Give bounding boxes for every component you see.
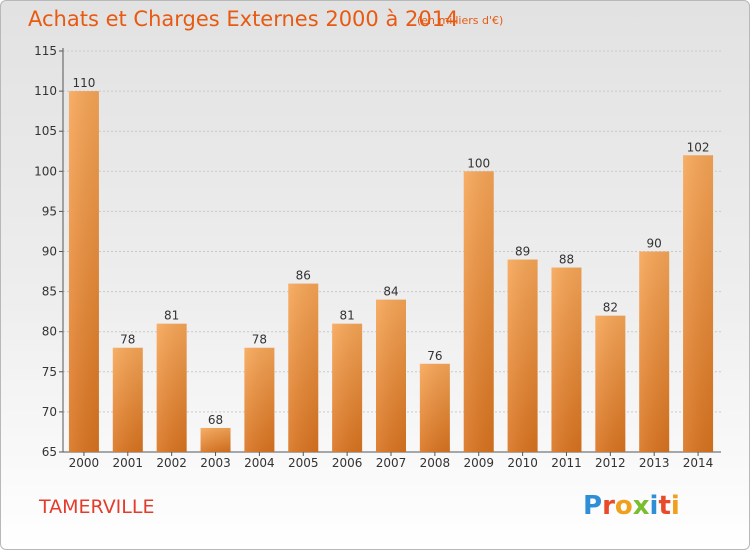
bar-shade [683, 155, 714, 452]
bar-shade [156, 323, 187, 452]
data-label: 76 [427, 349, 442, 363]
bars [68, 91, 714, 453]
bar-shade [200, 427, 231, 452]
bar-shade [288, 283, 319, 452]
x-tick-label: 2008 [420, 456, 451, 470]
x-tick-label: 2012 [595, 456, 626, 470]
data-label: 78 [252, 333, 267, 347]
x-tick-label: 2014 [683, 456, 714, 470]
proxiti-logo[interactable]: Proxiti [583, 491, 680, 521]
x-tick-label: 2005 [288, 456, 319, 470]
data-label: 81 [164, 309, 179, 323]
bar-shade [112, 347, 143, 452]
data-label: 88 [559, 253, 574, 267]
bar-shade [68, 91, 99, 452]
chart-title: Achats et Charges Externes 2000 à 2014 [28, 7, 459, 31]
data-label: 102 [687, 140, 710, 154]
x-tick-label: 2006 [332, 456, 363, 470]
y-tick-label: 75 [42, 365, 57, 379]
y-tick-label: 70 [42, 405, 57, 419]
y-tick-label: 115 [34, 44, 57, 58]
x-tick-label: 2013 [639, 456, 670, 470]
data-label: 89 [515, 245, 530, 259]
tick-labels: 65 70 75 80 85 90 95 100 105 110 115 2000 2001 2002 20… [34, 44, 713, 470]
data-label: 81 [339, 309, 354, 323]
bar-shade [639, 251, 670, 452]
y-tick-label: 85 [42, 285, 57, 299]
bar-shade [507, 259, 538, 452]
data-label: 78 [120, 333, 135, 347]
y-tick-label: 80 [42, 325, 57, 339]
x-tick-label: 2009 [463, 456, 494, 470]
data-label: 110 [72, 76, 95, 90]
chart-subtitle: (en milliers d'€) [417, 14, 504, 27]
logo-letter: r [602, 491, 615, 521]
logo-letter: o [614, 491, 633, 521]
y-tick-label: 65 [42, 445, 57, 459]
data-label: 82 [603, 301, 618, 315]
data-label: 100 [467, 156, 490, 170]
x-tick-label: 2011 [551, 456, 582, 470]
x-tick-label: 2010 [507, 456, 538, 470]
y-tick-label: 95 [42, 204, 57, 218]
data-labels: 110 78 81 68 78 86 81 84 76 100 89 88 82 90 102 [72, 76, 709, 427]
bar-shade [463, 171, 494, 453]
bar-shade [376, 299, 406, 452]
logo-letter: i [670, 491, 680, 521]
bar-shade [244, 347, 275, 452]
x-tick-label: 2004 [244, 456, 275, 470]
x-tick-label: 2002 [156, 456, 187, 470]
commune-name: TAMERVILLE [39, 496, 155, 518]
logo-letter: i [649, 491, 659, 521]
y-tick-label: 105 [34, 124, 57, 138]
bar-shade [595, 315, 626, 452]
y-tick-label: 100 [34, 164, 57, 178]
y-tick-label: 110 [34, 84, 57, 98]
bar-shade [332, 323, 363, 452]
logo-letter: P [583, 491, 603, 521]
bar-shade [551, 267, 582, 452]
x-tick-label: 2007 [376, 456, 407, 470]
logo-letter: t [658, 491, 671, 521]
y-tick-label: 90 [42, 245, 57, 259]
data-label: 90 [647, 237, 662, 251]
x-tick-label: 2000 [69, 456, 100, 470]
logo-letter: x [632, 491, 650, 521]
x-tick-label: 2001 [113, 456, 144, 470]
data-label: 84 [383, 285, 398, 299]
x-tick-label: 2003 [200, 456, 231, 470]
data-label: 86 [296, 269, 311, 283]
bar-shade [419, 363, 450, 452]
data-label: 68 [208, 413, 223, 427]
